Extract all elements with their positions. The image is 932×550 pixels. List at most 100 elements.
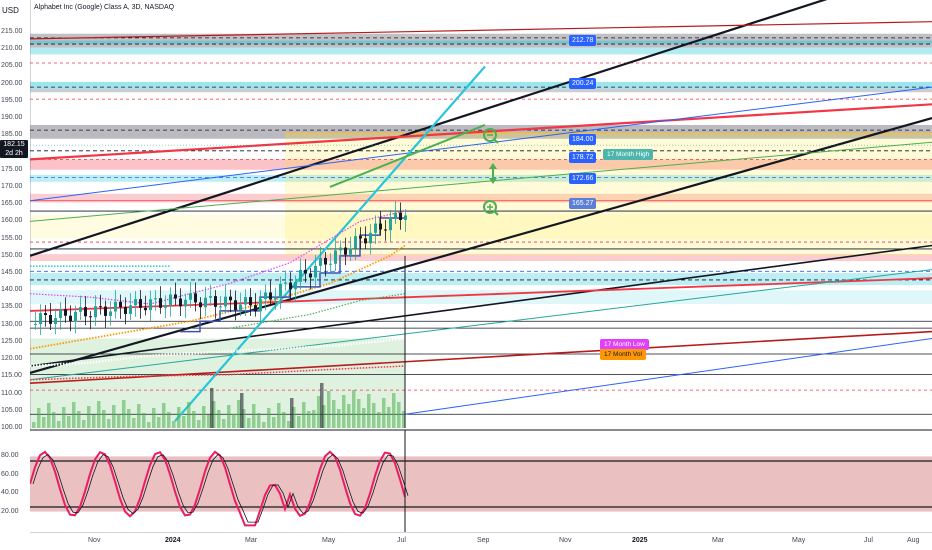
volume-spike bbox=[320, 383, 324, 428]
candle-body bbox=[374, 223, 377, 233]
candle-body bbox=[184, 299, 187, 307]
oscillator-tick: 60.00 bbox=[1, 470, 19, 478]
volume-bar bbox=[177, 407, 181, 428]
volume-bar bbox=[172, 421, 176, 428]
oscillator-tick: 80.00 bbox=[1, 452, 19, 460]
price-axis[interactable]: USD 215.00 210.00 205.00 200.00 195.00 190.00… bbox=[0, 0, 31, 550]
candle-body bbox=[94, 306, 97, 318]
candle-body bbox=[224, 296, 227, 307]
candle-body bbox=[384, 229, 387, 231]
volume-bar bbox=[42, 417, 46, 428]
price-tick: 150.00 bbox=[1, 251, 23, 259]
candle-body bbox=[259, 299, 262, 312]
green-trend bbox=[30, 141, 932, 222]
volume-bar bbox=[302, 402, 306, 428]
volume-bar bbox=[402, 411, 406, 428]
volume-bar bbox=[332, 400, 336, 428]
candle-body bbox=[149, 299, 152, 311]
volume-bar bbox=[92, 415, 96, 428]
price-tick: 200.00 bbox=[1, 79, 23, 87]
candle-body bbox=[49, 315, 52, 324]
volume-bar bbox=[237, 400, 241, 428]
volume-bar bbox=[157, 417, 161, 428]
magenta-ma bbox=[30, 210, 406, 305]
candles-layer bbox=[30, 144, 932, 335]
red-trend-top bbox=[30, 103, 932, 161]
volume-bar bbox=[182, 416, 186, 428]
candle-body bbox=[279, 283, 282, 298]
volume-bar bbox=[307, 411, 311, 428]
price-chart-canvas[interactable] bbox=[30, 0, 932, 532]
oscillator-tick: 40.00 bbox=[1, 489, 19, 497]
candle-body bbox=[289, 282, 292, 290]
candle-body bbox=[369, 232, 372, 244]
price-tick: 195.00 bbox=[1, 96, 23, 104]
volume-bar bbox=[212, 401, 216, 428]
volume-bar bbox=[292, 407, 296, 428]
candle-body bbox=[274, 297, 277, 300]
time-tick: Mar bbox=[712, 537, 725, 544]
candle-body bbox=[239, 304, 242, 310]
volume-bar bbox=[242, 409, 246, 428]
price-tick: 110.00 bbox=[1, 389, 22, 397]
volume-bar bbox=[252, 404, 256, 428]
zone-6 bbox=[30, 159, 932, 170]
volume-bar bbox=[52, 412, 56, 428]
candle-body bbox=[34, 324, 37, 326]
price-label-172: 172.66 bbox=[569, 172, 597, 184]
candle-body bbox=[399, 212, 402, 220]
candle-body bbox=[404, 215, 407, 220]
candle-body bbox=[269, 292, 272, 300]
volume-bar bbox=[32, 422, 36, 428]
candle-body bbox=[359, 236, 362, 239]
time-tick: Jul bbox=[864, 537, 873, 544]
volume-bar bbox=[297, 416, 301, 428]
candle-body bbox=[139, 299, 142, 308]
zoom-out-icon bbox=[483, 128, 499, 144]
volume-bar bbox=[107, 419, 111, 428]
candle-body bbox=[194, 293, 197, 303]
volume-bar bbox=[67, 416, 71, 428]
candle-body bbox=[179, 298, 182, 307]
tag-17-month-vol: 17 Month Vol bbox=[600, 349, 646, 360]
candle-body bbox=[304, 269, 307, 274]
volume-spike bbox=[290, 398, 294, 428]
time-tick: Sep bbox=[477, 537, 490, 544]
candle-body bbox=[69, 315, 72, 322]
candle-body bbox=[249, 297, 252, 306]
price-label-165: 165.27 bbox=[569, 198, 597, 210]
volume-bar bbox=[227, 405, 231, 428]
volume-bar bbox=[122, 400, 126, 428]
price-tick: 170.00 bbox=[1, 182, 23, 190]
blue-step-line bbox=[180, 217, 405, 333]
candle-body bbox=[109, 311, 112, 316]
time-tick: Mar bbox=[245, 537, 258, 544]
volume-bar bbox=[102, 410, 106, 428]
price-tick: 190.00 bbox=[1, 114, 23, 122]
price-tick: 135.00 bbox=[1, 303, 23, 311]
time-tick: May bbox=[792, 537, 806, 544]
zone-9 bbox=[30, 214, 932, 239]
candle-body bbox=[334, 250, 337, 264]
volume-bar bbox=[362, 408, 366, 428]
oscillator-k-line bbox=[30, 450, 406, 527]
candle-body bbox=[144, 307, 147, 311]
zone-1 bbox=[30, 40, 932, 45]
volume-bar bbox=[322, 405, 326, 428]
time-tick: Nov bbox=[88, 537, 101, 544]
volume-bar bbox=[377, 412, 381, 428]
white-ma bbox=[30, 337, 406, 368]
volume-bar bbox=[57, 421, 61, 428]
volume-bar bbox=[247, 418, 251, 428]
volume-bar bbox=[367, 394, 371, 428]
price-label-178: 178.72 bbox=[569, 151, 597, 163]
price-label-200: 200.24 bbox=[569, 77, 597, 89]
time-axis[interactable]: Nov 2024 Mar May Jul Sep Nov 2025 Mar May Jul Aug bbox=[30, 532, 932, 550]
candle-body bbox=[329, 263, 332, 265]
volume-bar bbox=[352, 390, 356, 428]
candle-body bbox=[379, 223, 382, 230]
candle-body bbox=[119, 301, 122, 308]
volume-bar bbox=[147, 422, 151, 428]
volume-bar bbox=[72, 402, 76, 428]
